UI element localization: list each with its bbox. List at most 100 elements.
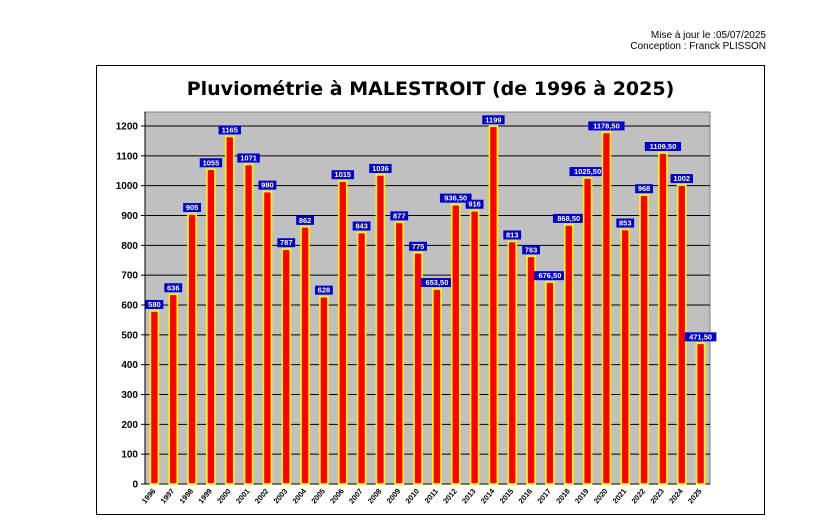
x-tick-label: 2007	[347, 487, 365, 506]
data-label: 580	[148, 300, 161, 309]
bar-2007	[356, 231, 367, 485]
data-label: 1015	[334, 170, 351, 179]
bar-2021	[620, 228, 631, 485]
data-label: 676,50	[538, 271, 561, 280]
x-tick-label: 1997	[159, 487, 177, 506]
x-tick-label: 2016	[517, 487, 535, 506]
data-label-bg	[421, 278, 453, 288]
data-label: 1109,50	[650, 142, 677, 151]
update-date-text: Mise à jour le :05/07/2025	[650, 30, 766, 41]
data-label: 1036	[372, 164, 389, 173]
data-label: 916	[468, 200, 481, 209]
bar-2015	[507, 240, 518, 485]
data-label: 843	[355, 222, 368, 231]
bar-2011	[432, 288, 442, 485]
bar-2003	[281, 248, 292, 485]
data-label: 862	[299, 216, 312, 225]
x-tick-label: 2023	[648, 487, 666, 506]
header-note: Mise à jour le :05/07/2025 Conception : …	[630, 30, 766, 52]
data-label: 628	[318, 286, 331, 295]
x-tick-label: 2020	[592, 487, 610, 506]
data-label: 471,50	[689, 332, 712, 341]
data-label-bg	[482, 115, 505, 125]
data-label: 936,50	[444, 194, 467, 203]
data-label: 1199	[485, 115, 501, 124]
bar-2018	[563, 224, 574, 485]
data-label-bg	[352, 221, 371, 231]
y-tick-label: 300	[121, 390, 138, 401]
bar-1998	[187, 213, 197, 485]
x-tick-label: 2008	[366, 487, 384, 506]
x-tick-label: 2004	[291, 486, 309, 505]
bar-2022	[639, 194, 649, 485]
data-label: 1165	[222, 125, 238, 134]
data-label-bg	[145, 299, 164, 309]
data-label: 653,50	[425, 278, 448, 287]
bar-2020	[601, 131, 612, 485]
y-tick-label: 900	[121, 211, 138, 222]
data-label-bg	[218, 125, 241, 135]
bar-1999	[206, 168, 216, 485]
bar-2004	[300, 226, 310, 485]
x-tick-label: 2012	[441, 487, 459, 506]
data-label: 968	[638, 184, 651, 193]
data-label: 868,50	[557, 214, 580, 223]
data-label: 1071	[240, 153, 257, 162]
bar-2013	[469, 209, 480, 485]
data-label: 980	[261, 181, 274, 190]
data-label-bg	[644, 141, 682, 151]
data-label-bg	[588, 121, 625, 131]
bar-2012	[450, 203, 461, 485]
data-label-bg	[616, 218, 635, 228]
data-label-bg	[569, 167, 606, 177]
bar-2016	[526, 255, 536, 485]
x-tick-label: 2015	[498, 487, 516, 506]
bar-2000	[224, 135, 235, 485]
x-tick-label: 2021	[611, 487, 629, 506]
y-tick-label: 1200	[116, 122, 139, 133]
x-tick-label: 2010	[404, 487, 422, 506]
data-label-bg	[331, 170, 354, 180]
x-tick-label: 1999	[196, 487, 214, 506]
y-tick-label: 600	[121, 301, 138, 312]
bar-2009	[394, 221, 405, 485]
x-tick-label: 1996	[140, 487, 158, 506]
data-label: 763	[525, 245, 538, 254]
data-label: 775	[412, 242, 425, 251]
data-label: 1002	[673, 174, 690, 183]
x-tick-label: 2014	[479, 486, 497, 505]
x-tick-label: 2025	[686, 487, 704, 506]
x-tick-label: 2003	[272, 487, 290, 506]
x-tick-label: 2009	[385, 487, 403, 506]
y-tick-label: 400	[121, 360, 138, 371]
bar-2017	[545, 281, 555, 485]
data-label: 1055	[203, 158, 220, 167]
data-label-bg	[534, 271, 566, 281]
data-label: 813	[506, 230, 519, 239]
x-tick-label: 2019	[573, 487, 591, 506]
x-tick-label: 2006	[328, 487, 346, 506]
y-tick-label: 1100	[116, 151, 138, 162]
bar-1997	[168, 293, 179, 485]
plot-area	[144, 111, 711, 485]
bar-2008	[375, 174, 386, 485]
x-tick-label: 2013	[460, 487, 478, 506]
data-label: 787	[280, 238, 293, 247]
data-label-bg	[296, 215, 314, 225]
data-label-bg	[684, 332, 717, 342]
bar-2019	[582, 177, 593, 485]
data-label-bg	[503, 230, 522, 240]
y-tick-label: 100	[121, 450, 138, 461]
data-label-bg	[315, 285, 333, 295]
data-label-bg	[439, 193, 472, 203]
data-label: 905	[186, 203, 199, 212]
x-tick-label: 2022	[630, 487, 648, 506]
y-tick-label: 200	[121, 420, 138, 431]
data-label: 877	[393, 211, 406, 220]
x-tick-label: 2024	[667, 486, 685, 505]
data-label-bg	[390, 211, 409, 221]
data-label-bg	[409, 241, 427, 251]
data-label-bg	[465, 199, 484, 209]
y-tick-label: 1000	[116, 181, 139, 192]
